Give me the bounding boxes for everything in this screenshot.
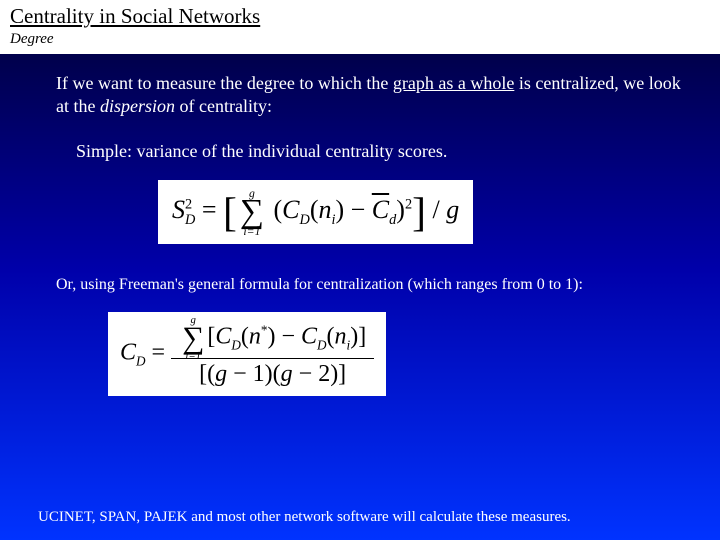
f1-lbracket: [ bbox=[223, 189, 237, 235]
f2-den-b: 1 bbox=[253, 361, 265, 387]
f2-cd2: C bbox=[301, 324, 317, 350]
f2-cd2-sub: D bbox=[317, 337, 327, 352]
f1-cbar-sub: d bbox=[389, 212, 396, 228]
f1-sum-top: g bbox=[249, 187, 255, 200]
intro-text-post: of centrality: bbox=[175, 96, 272, 116]
f2-eq: = bbox=[152, 340, 172, 366]
simple-line: Simple: variance of the individual centr… bbox=[76, 141, 692, 162]
f2-fraction: g∑i=1[CD(n*) − CD(ni)] [(g − 1)(g − 2)] bbox=[171, 318, 374, 390]
f2-star: * bbox=[261, 323, 268, 338]
f2-cd1-sub: D bbox=[231, 337, 241, 352]
footer-note: UCINET, SPAN, PAJEK and most other netwo… bbox=[38, 509, 571, 526]
f1-cbar: C bbox=[372, 195, 389, 224]
intro-paragraph: If we want to measure the degree to whic… bbox=[56, 72, 692, 117]
f1-cd: C bbox=[282, 195, 299, 224]
f2-den-a: g bbox=[215, 361, 227, 387]
f1-lhs-sup: 2 bbox=[185, 196, 192, 212]
header-box: Centrality in Social Networks Degree bbox=[0, 0, 720, 54]
f2-den-c: g bbox=[281, 361, 293, 387]
f1-div: g bbox=[446, 195, 459, 224]
f2-n: n bbox=[335, 324, 347, 350]
f1-lhs-base: S bbox=[172, 195, 185, 224]
f2-lhs: C bbox=[120, 340, 136, 366]
variance-formula: S2D = [g∑i=1 (CD(ni) − Cd)2] / g bbox=[158, 180, 473, 244]
freeman-line: Or, using Freeman's general formula for … bbox=[56, 276, 692, 294]
f2-n-sub: i bbox=[347, 337, 351, 352]
f1-sigma: g∑i=1 bbox=[240, 193, 264, 231]
f1-rbracket: ] bbox=[412, 189, 426, 235]
f1-n-sub: i bbox=[331, 212, 335, 228]
f2-cd1: C bbox=[215, 324, 231, 350]
f2-lhs-sub: D bbox=[136, 353, 146, 368]
f2-numerator: g∑i=1[CD(n*) − CD(ni)] bbox=[171, 318, 374, 359]
f2-denominator: [(g − 1)(g − 2)] bbox=[171, 359, 374, 390]
f2-sum-top: g bbox=[191, 314, 196, 326]
intro-text-pre: If we want to measure the degree to whic… bbox=[56, 73, 393, 93]
intro-text-ul: graph as a whole bbox=[393, 73, 514, 93]
content-area: If we want to measure the degree to whic… bbox=[0, 54, 720, 396]
slide-subtitle: Degree bbox=[10, 31, 710, 48]
intro-text-it: dispersion bbox=[100, 96, 175, 116]
f2-sum-bot: i=1 bbox=[185, 350, 201, 362]
f2-sigma: g∑i=1 bbox=[182, 320, 204, 356]
slide-title: Centrality in Social Networks bbox=[10, 4, 710, 29]
f1-sum-bot: i=1 bbox=[243, 225, 260, 238]
f2-den-d: 2 bbox=[318, 361, 330, 387]
freeman-formula: CD = g∑i=1[CD(n*) − CD(ni)] [(g − 1)(g −… bbox=[108, 312, 386, 396]
f1-lhs-sub: D bbox=[185, 212, 195, 228]
f1-n: n bbox=[318, 195, 331, 224]
f1-eq: = bbox=[202, 195, 223, 224]
f2-nstar: n bbox=[249, 324, 261, 350]
f1-cd-sub: D bbox=[299, 212, 309, 228]
